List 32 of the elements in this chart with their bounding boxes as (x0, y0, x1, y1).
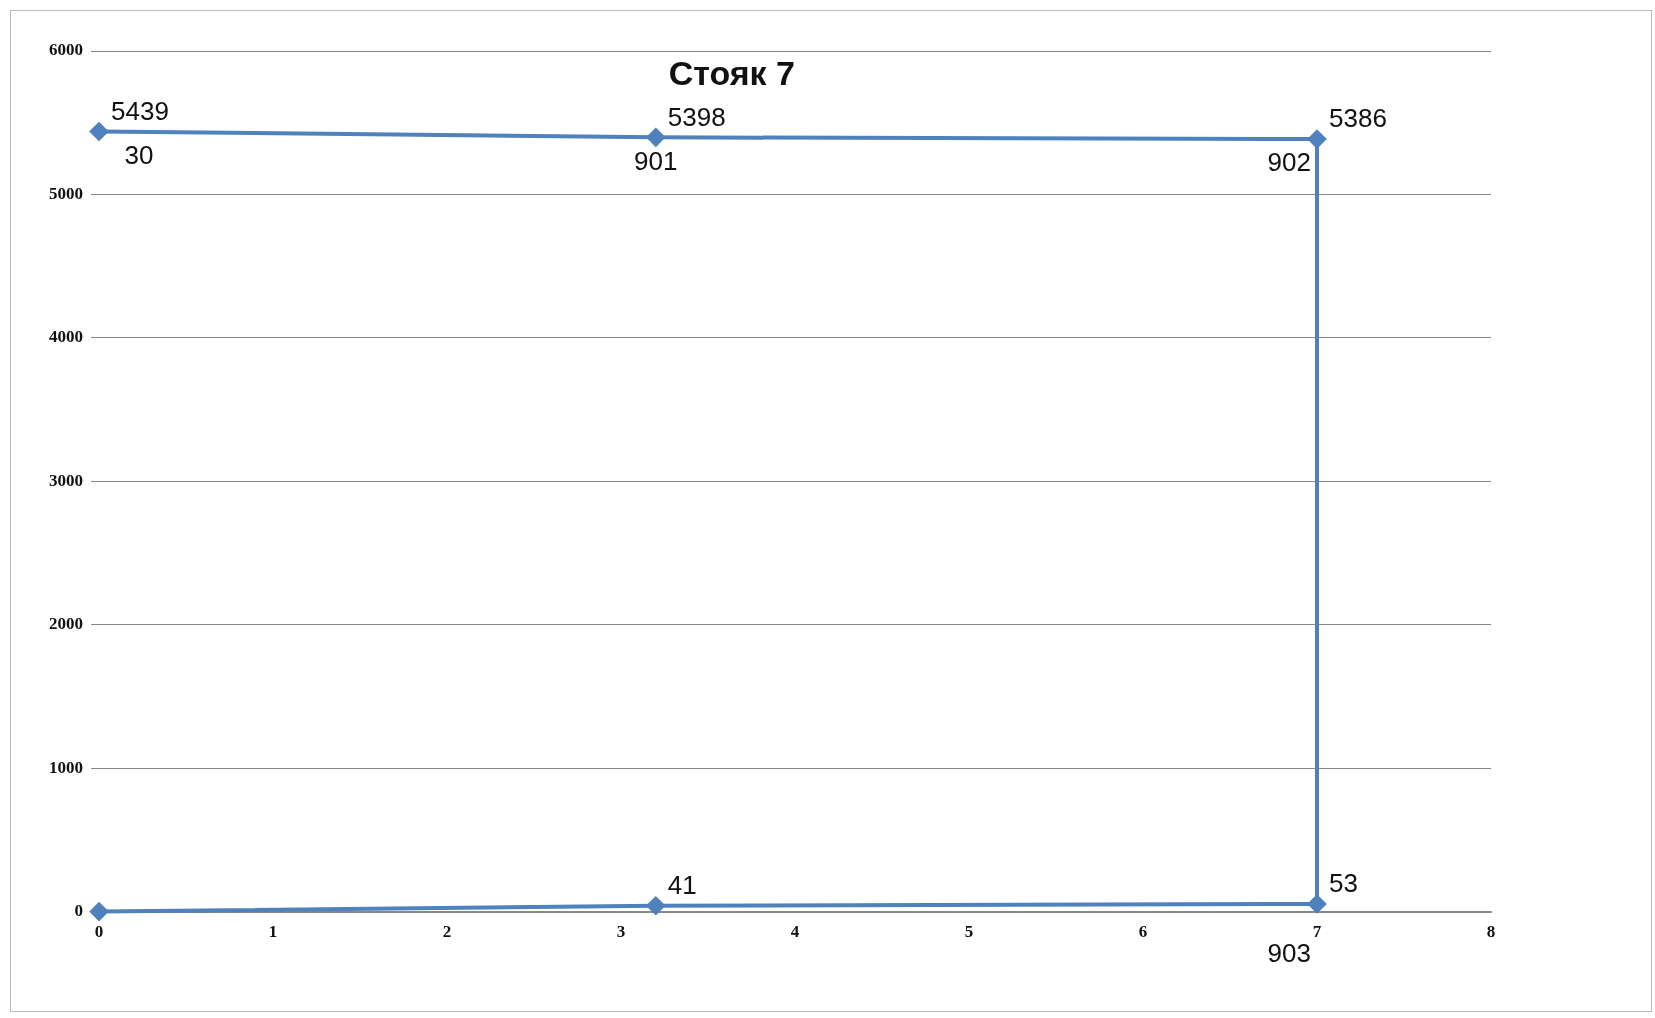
point (90, 902, 108, 921)
x-tick-label: 6 (1138, 922, 1148, 942)
y-tick-label: 6000 (49, 40, 83, 60)
y-tick-label: 5000 (49, 183, 83, 203)
data-label: 5386 (1329, 103, 1387, 134)
x-tick-label: 5 (964, 922, 974, 942)
y-tick-label: 3000 (49, 470, 83, 490)
annotation: 901 (634, 145, 678, 176)
x-tick-label: 2 (442, 922, 452, 942)
data-label: 53 (1329, 868, 1358, 899)
x-tick-label: 3 (616, 922, 626, 942)
point (646, 128, 665, 147)
y-tick-label: 1000 (49, 757, 83, 777)
point (1308, 130, 1326, 149)
point (646, 896, 665, 915)
annotation: 30 (124, 139, 154, 170)
point (90, 122, 108, 141)
data-label: 5439 (111, 95, 169, 126)
chart-title: Стояк 7 (668, 54, 795, 93)
annotation: 902 (1267, 147, 1311, 178)
y-tick-label: 0 (74, 900, 83, 920)
annotation: 903 (1267, 937, 1311, 968)
data-label: 41 (667, 869, 697, 900)
x-tick-label: 4 (790, 922, 800, 942)
x-tick-label: 0 (94, 922, 104, 942)
x-tick-label: 1 (268, 922, 278, 942)
point (1308, 895, 1326, 913)
y-tick-label: 2000 (49, 614, 83, 634)
x-tick-label: 8 (1486, 922, 1496, 942)
data-label: 5398 (667, 101, 726, 132)
x-tick-label: 7 (1312, 922, 1322, 942)
y-tick-label: 4000 (49, 327, 83, 347)
